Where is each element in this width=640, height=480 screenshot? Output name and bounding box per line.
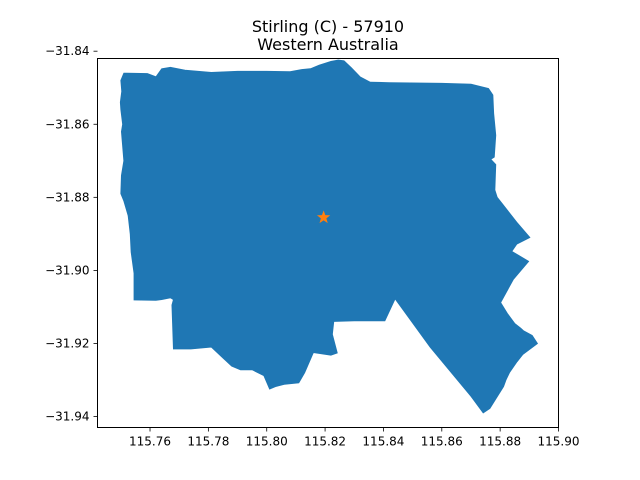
plot-area — [119, 59, 539, 414]
y-tick-label: −31.94 — [45, 410, 89, 424]
x-tick-label: 115.82 — [304, 435, 346, 449]
y-tick-label: −31.84 — [45, 44, 89, 58]
x-tick-label: 115.86 — [421, 435, 463, 449]
x-tick-label: 115.80 — [246, 435, 288, 449]
x-tick-label: 115.88 — [479, 435, 521, 449]
y-tick-label: −31.92 — [45, 336, 89, 350]
x-tick-label: 115.78 — [187, 435, 229, 449]
y-tick-label: −31.88 — [45, 190, 89, 204]
centroid-star-marker — [316, 210, 331, 224]
x-tick-label: 115.76 — [129, 435, 171, 449]
y-axis: −31.84 −31.86 −31.88 −31.90 −31.92 −31.94 — [45, 44, 98, 424]
region-boundary — [119, 59, 539, 414]
x-tick-label: 115.84 — [362, 435, 404, 449]
x-tick-label: 115.90 — [538, 435, 580, 449]
chart-subtitle: Western Australia — [257, 35, 398, 54]
y-tick-label: −31.90 — [45, 263, 89, 277]
y-tick-label: −31.86 — [45, 117, 89, 131]
chart-title: Stirling (C) - 57910 — [252, 17, 404, 36]
x-axis: 115.76 115.78 115.80 115.82 115.84 115.86 115.… — [129, 427, 580, 449]
axes-frame — [97, 58, 559, 428]
